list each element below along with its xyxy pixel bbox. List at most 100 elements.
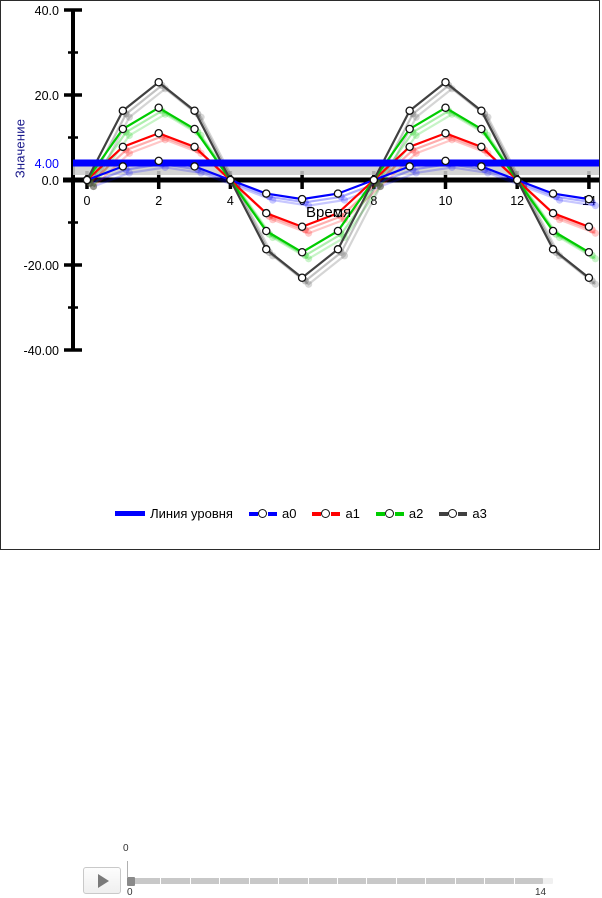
series-point-a2 [548, 226, 558, 236]
series-trail-point [305, 229, 313, 237]
series-point-a2 [261, 226, 271, 236]
series-point-a0 [548, 189, 558, 198]
series-point-a0 [297, 194, 307, 204]
slider-tick [484, 878, 486, 884]
series-trail-point [305, 280, 313, 288]
legend-label: a2 [408, 506, 424, 521]
series-point-a2 [190, 124, 199, 134]
series-trail-point [89, 182, 98, 191]
series-trail-point [412, 131, 420, 140]
series-trail-point [591, 202, 600, 210]
legend-item-линия-уровня[interactable]: Линия уровня [115, 506, 233, 521]
slider-tick [160, 878, 162, 884]
x-tick-label: 2 [155, 194, 162, 208]
series-trail-point [305, 255, 313, 263]
legend-line-swatch [115, 511, 146, 516]
series-point-a0 [584, 194, 594, 204]
series-point-a1 [190, 142, 199, 152]
x-tick-label: 10 [439, 194, 453, 208]
chart-legend: Линия уровня a0 a1 a2 a3 [1, 506, 601, 521]
slider-value-label: 0 [123, 843, 129, 854]
series-point-a0 [154, 156, 163, 166]
y-tick-label: 20.0 [35, 89, 59, 103]
slider-tick [337, 878, 338, 884]
series-point-a3 [548, 245, 558, 254]
legend-marker-ring [448, 508, 458, 518]
legend-marker-swatch [439, 508, 468, 520]
slider-handle[interactable]: 0 [123, 843, 135, 886]
legend-swatch-left [248, 511, 258, 516]
slider-tick [219, 878, 221, 884]
series-point-a1 [441, 128, 450, 138]
legend-marker-swatch [248, 508, 277, 520]
series-trail-a0 [93, 166, 596, 207]
series-point-a2 [584, 247, 594, 257]
series-point-a3 [154, 78, 163, 87]
series-point-a1 [477, 142, 486, 152]
series-trail-point [376, 182, 384, 191]
legend-swatch-left [312, 511, 322, 516]
series-point-a3 [333, 245, 343, 254]
series-trail-point [89, 182, 98, 191]
legend-marker-ring [321, 508, 331, 518]
series-point-a3 [82, 175, 92, 185]
legend-label: a0 [281, 506, 297, 521]
series-trail-point [412, 149, 420, 157]
level-line-value-label: 4.00 [35, 157, 59, 171]
series-point-a1 [333, 208, 343, 218]
series-point-a0 [441, 156, 450, 166]
legend-item-a3[interactable]: a3 [439, 506, 487, 521]
series-trail-point [305, 202, 313, 210]
legend-swatch-left [439, 511, 449, 516]
series-point-a1 [405, 142, 414, 152]
series-point-a0 [405, 162, 414, 171]
x-axis-label: Время [306, 204, 352, 221]
series-trail-point [125, 169, 133, 177]
series-point-a0 [118, 162, 128, 171]
series-trail-point [269, 196, 277, 204]
legend-item-a0[interactable]: a0 [248, 506, 297, 521]
y-axis-label: Значение [12, 118, 28, 179]
series-point-a2 [333, 226, 343, 236]
y-tick-label: 40.0 [35, 4, 59, 18]
play-button[interactable] [83, 867, 121, 894]
slider-tick [278, 878, 280, 884]
slider-tick [395, 878, 397, 884]
series-point-a0 [333, 189, 343, 198]
series-point-a3 [261, 245, 271, 254]
series-point-a1 [154, 128, 163, 138]
series-point-a3 [190, 106, 199, 115]
legend-swatch-right [458, 511, 468, 516]
legend-swatch-right [267, 511, 277, 516]
series-point-a2 [477, 124, 486, 134]
legend-marker-ring [257, 508, 267, 518]
series-trail-point [340, 196, 349, 204]
slider-tick [248, 878, 250, 884]
series-point-a3 [118, 106, 128, 115]
play-icon [97, 873, 109, 888]
series-trail-point [412, 113, 420, 121]
slider-tick [189, 878, 191, 884]
series-trail-point [376, 182, 384, 191]
series-point-a1 [118, 142, 128, 152]
series-point-a2 [154, 103, 163, 113]
x-tick-label: 8 [370, 194, 377, 208]
time-slider[interactable]: 0 0 14 [123, 843, 553, 898]
series-trail-point [591, 255, 600, 263]
legend-label: a1 [345, 506, 360, 521]
series-point-a1 [261, 208, 271, 218]
x-tick-label: 0 [84, 194, 91, 208]
legend-item-a1[interactable]: a1 [312, 506, 360, 521]
series-trail-point [125, 113, 133, 121]
slider-tick [307, 878, 309, 884]
level-line-trail [73, 166, 599, 175]
series-point-a0 [261, 189, 271, 198]
slider-max-label: 14 [535, 887, 547, 898]
legend-swatch-right [394, 511, 404, 516]
legend-swatch-right [331, 511, 341, 516]
series-point-a3 [584, 273, 594, 282]
series-trail-point [484, 169, 492, 177]
legend-item-a2[interactable]: a2 [375, 506, 424, 521]
series-trail-point [269, 216, 277, 224]
